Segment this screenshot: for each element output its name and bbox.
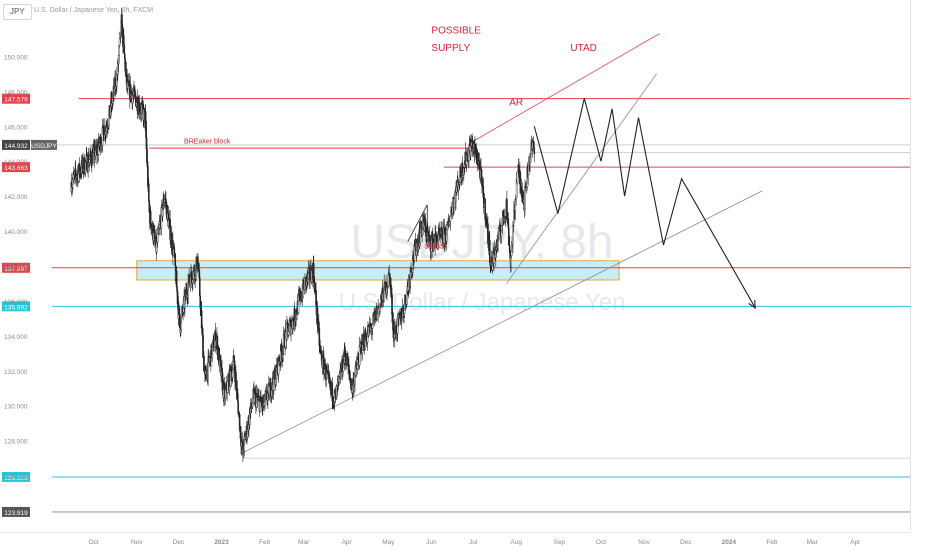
y-tick-label: 144.000 xyxy=(4,159,28,166)
annotation-label: UTAD xyxy=(570,43,596,54)
chart-header: JPY U.S. Dollar / Japanese Yen, 8h, FXCM xyxy=(0,0,932,22)
candle-body xyxy=(227,381,228,392)
candle-body xyxy=(157,234,158,242)
x-tick-label: Apr xyxy=(850,539,861,546)
candle-body xyxy=(362,351,363,353)
x-tick-label: Oct xyxy=(596,539,606,546)
candle-body xyxy=(123,36,124,45)
annotation-label: POSSIBLE xyxy=(431,26,481,37)
y-tick-label: 146.000 xyxy=(4,124,28,131)
x-tick-label: Jul xyxy=(469,539,478,546)
trendline xyxy=(469,34,659,144)
y-tick-label: 142.000 xyxy=(4,194,28,201)
annotation-label: BREaker block xyxy=(184,139,231,146)
candle-body xyxy=(489,240,490,262)
x-tick-label: Feb xyxy=(259,539,271,546)
y-tick-label: 132.000 xyxy=(4,369,28,376)
candle-body xyxy=(179,315,180,328)
candle-body xyxy=(259,401,260,412)
symbol-search-button[interactable]: JPY xyxy=(3,4,32,20)
y-tick-label: 136.000 xyxy=(4,299,28,306)
y-tick-label: 138.000 xyxy=(4,264,28,271)
candle-body xyxy=(524,186,525,208)
x-tick-label: 2024 xyxy=(722,539,737,546)
y-tick-label: 150.000 xyxy=(4,54,28,61)
candle-body xyxy=(466,161,467,165)
x-tick-label: Aug xyxy=(510,539,522,546)
candle-body xyxy=(177,291,178,303)
x-tick-label: Nov xyxy=(638,539,650,546)
x-tick-label: Jun xyxy=(426,539,437,546)
chart-title: U.S. Dollar / Japanese Yen, 8h, FXCM xyxy=(34,7,153,14)
x-tick-label: Dec xyxy=(173,539,185,546)
level-price-label: 147.579 xyxy=(4,97,28,104)
candle-body xyxy=(348,365,349,371)
candle-body xyxy=(162,209,163,216)
candle-body xyxy=(176,287,177,292)
candle-body xyxy=(150,211,151,223)
y-tick-label: 130.000 xyxy=(4,404,28,411)
x-tick-label: Sep xyxy=(553,539,565,546)
candle-body xyxy=(203,356,204,371)
candle-body xyxy=(389,273,390,274)
level-price-label: 144.932 xyxy=(4,143,28,150)
y-tick-label: 140.000 xyxy=(4,229,28,236)
y-tick-label: 134.000 xyxy=(4,334,28,341)
demand-zone[interactable] xyxy=(137,261,619,280)
candle-body xyxy=(148,184,149,201)
candle-body xyxy=(534,148,535,154)
candle-body xyxy=(313,264,314,279)
candle-body xyxy=(509,245,510,250)
candle-body xyxy=(233,361,234,369)
annotation-label: AR xyxy=(509,97,523,108)
demand-zone-rect xyxy=(137,261,619,280)
x-tick-label: 2023 xyxy=(214,539,229,546)
x-tick-label: Nov xyxy=(131,539,143,546)
x-tick-label: Mar xyxy=(807,539,819,546)
x-tick-label: Mar xyxy=(298,539,310,546)
level-price-label: 123.919 xyxy=(4,510,28,517)
y-tick-label: 126.000 xyxy=(4,474,28,481)
time-axis: Oct Nov Dec 2023 Feb Mar Apr May Jun Jul Aug Sep Oct… xyxy=(0,533,910,547)
candle-body xyxy=(516,198,517,200)
y-tick-label: 148.000 xyxy=(4,89,28,96)
candle-body xyxy=(480,167,481,170)
candle-body xyxy=(517,172,518,183)
candle-body xyxy=(288,331,289,335)
x-tick-label: Dec xyxy=(680,539,692,546)
x-tick-label: May xyxy=(382,539,395,546)
candle-body xyxy=(89,160,90,163)
candle-body xyxy=(179,308,180,315)
annotation-label: $$$$$ xyxy=(424,244,444,251)
candle-body xyxy=(454,199,455,208)
candle-body xyxy=(485,199,486,219)
x-tick-label: Oct xyxy=(89,539,99,546)
y-tick-label: 128.000 xyxy=(4,439,28,446)
candle-body xyxy=(420,232,421,242)
price-axis-pane xyxy=(910,0,932,550)
candle-body xyxy=(287,323,288,328)
x-tick-label: Feb xyxy=(766,539,778,546)
x-tick-label: Apr xyxy=(342,539,353,546)
candle-body xyxy=(506,200,507,214)
annotation-label: SUPPLY xyxy=(431,43,470,54)
symbol-tag-label: USDJPY xyxy=(31,143,57,150)
candle-body xyxy=(332,383,333,401)
candle-body xyxy=(214,347,215,350)
candle-body xyxy=(511,251,512,256)
